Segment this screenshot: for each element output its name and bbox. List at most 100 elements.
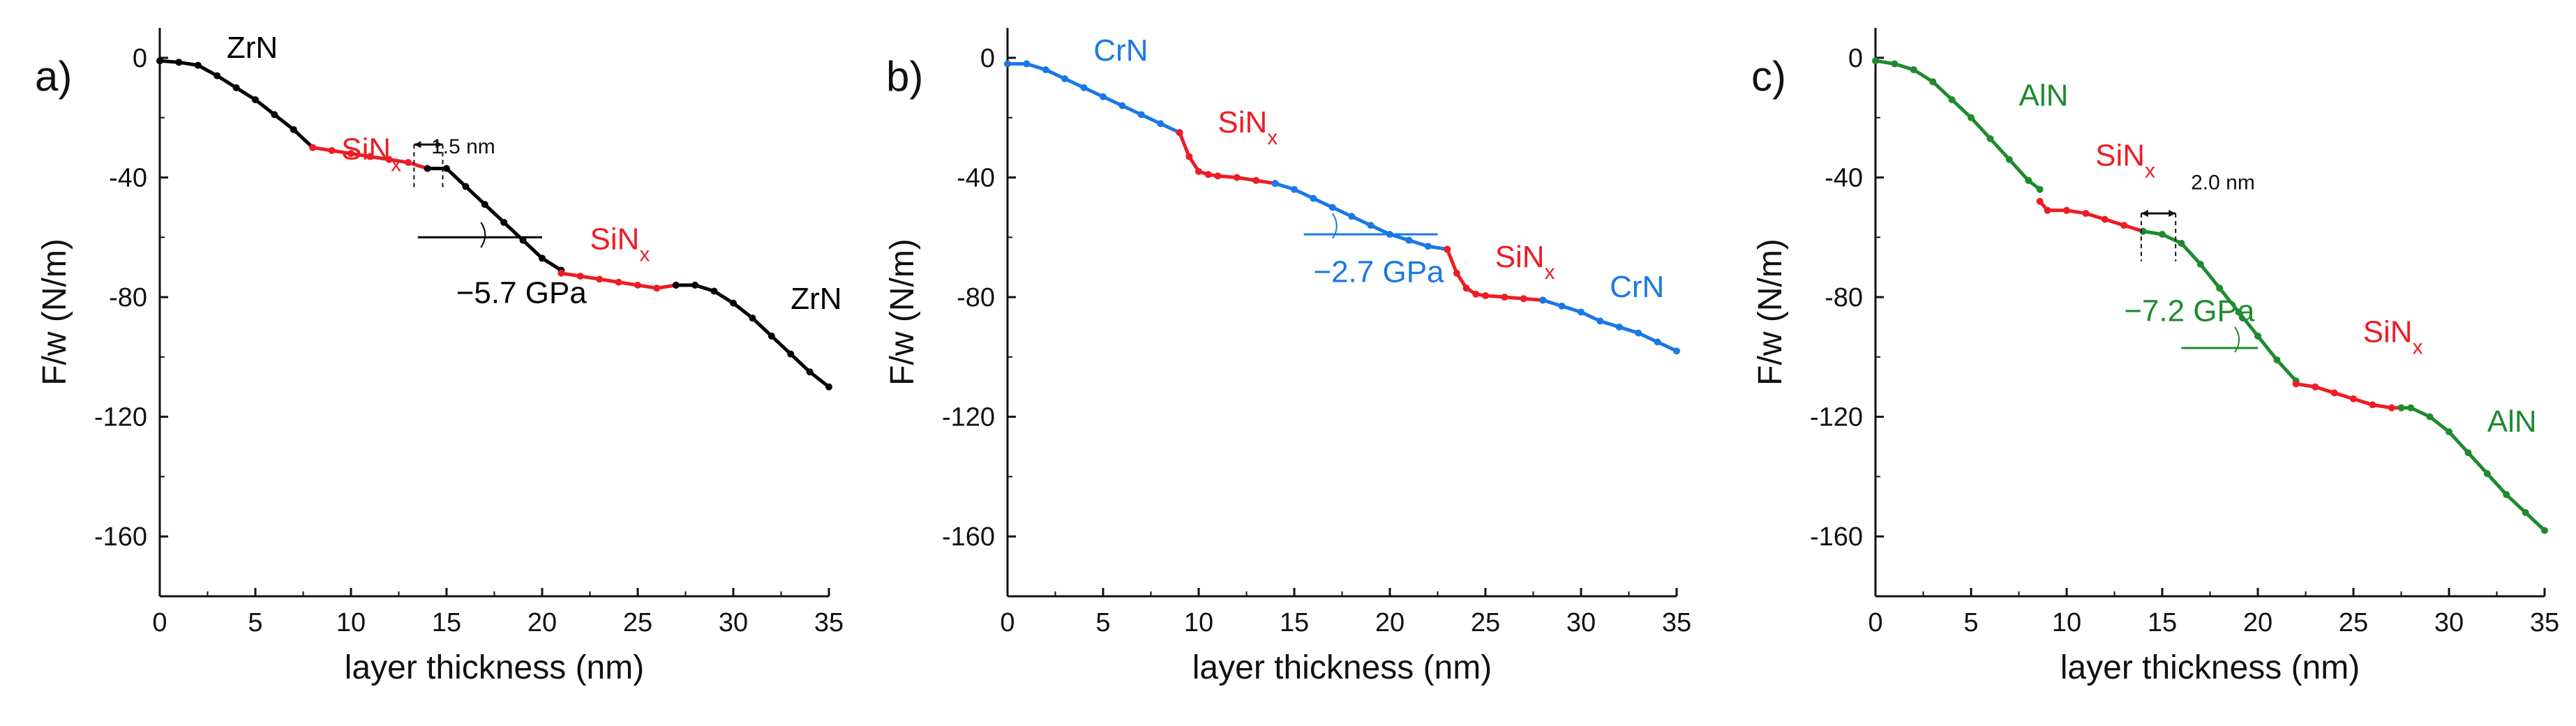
annotation-label: SiNx xyxy=(2095,138,2155,182)
data-point xyxy=(1482,292,1489,299)
data-point xyxy=(2312,383,2319,391)
annotation-label: CrN xyxy=(1093,33,1148,68)
data-point xyxy=(2036,197,2044,205)
data-point xyxy=(1501,294,1508,301)
data-point xyxy=(1195,167,1202,175)
data-point xyxy=(2036,186,2044,193)
data-point xyxy=(1578,308,1585,316)
data-point xyxy=(1042,66,1049,74)
data-point xyxy=(214,72,221,80)
x-tick-label: 5 xyxy=(1963,608,1978,637)
y-tick-label: -40 xyxy=(957,163,995,192)
annotation-label: AlN xyxy=(2019,79,2069,113)
thickness-bracket xyxy=(413,141,444,190)
y-tick-label: 0 xyxy=(133,44,147,73)
data-point xyxy=(1367,222,1375,229)
data-point xyxy=(1929,78,1937,86)
data-point xyxy=(1004,60,1011,68)
data-point xyxy=(634,281,641,289)
data-point xyxy=(653,285,661,292)
data-point xyxy=(596,275,604,283)
series-line xyxy=(1875,59,2042,191)
data-point xyxy=(385,156,393,163)
x-tick-label: 30 xyxy=(1566,608,1596,637)
series-line xyxy=(427,167,562,272)
series-line xyxy=(159,59,314,149)
data-point xyxy=(767,332,775,340)
y-tick-label: -160 xyxy=(94,522,147,552)
y-tick-label: -120 xyxy=(94,403,147,432)
data-point xyxy=(462,183,470,190)
data-point xyxy=(2397,404,2405,411)
data-point xyxy=(194,61,202,69)
data-point xyxy=(615,278,622,286)
data-point xyxy=(1654,338,1661,346)
data-point xyxy=(175,59,183,66)
data-point xyxy=(1080,84,1088,91)
y-tick-label: 0 xyxy=(980,44,995,73)
data-point xyxy=(1137,111,1145,119)
series-line xyxy=(1178,132,1275,186)
y-tick-label: -80 xyxy=(957,283,995,312)
data-point xyxy=(1472,290,1480,298)
slope-arc xyxy=(2234,326,2240,353)
data-point xyxy=(328,146,336,154)
data-point xyxy=(576,273,584,280)
data-point xyxy=(1539,296,1547,304)
data-point xyxy=(1596,317,1604,325)
x-tick-label: 10 xyxy=(1184,608,1213,637)
annotation-label: 2.0 nm xyxy=(2191,172,2255,195)
y-tick-label: -120 xyxy=(942,403,995,432)
data-point xyxy=(1176,129,1183,137)
chart-panel-2: 0 5 10 15 20 25 30 35 0 -40 -80 -120 -160 layer thick… xyxy=(1751,28,2559,686)
data-point xyxy=(2446,428,2453,436)
data-point xyxy=(1348,213,1356,220)
arrow-head xyxy=(414,141,421,149)
data-point xyxy=(1635,329,1642,337)
data-point xyxy=(443,165,450,172)
data-point xyxy=(2388,404,2395,411)
data-point xyxy=(290,126,297,133)
data-point xyxy=(2025,176,2032,184)
series-sinx-3 xyxy=(2292,380,2405,411)
data-point xyxy=(1520,295,1527,303)
data-point xyxy=(1444,245,1451,253)
data-point xyxy=(1271,180,1279,188)
data-point xyxy=(1453,269,1460,277)
x-tick-label: 20 xyxy=(1375,608,1405,637)
y-tick-label: -40 xyxy=(1825,163,1863,192)
data-point xyxy=(1405,236,1413,244)
x-axis-title: layer thickness (nm) xyxy=(2060,649,2360,686)
arrow-head xyxy=(2141,209,2148,217)
y-axis-title: F/w (N/m) xyxy=(1752,239,1789,386)
y-tick-label: -160 xyxy=(1810,522,1863,552)
data-point xyxy=(2483,470,2491,478)
x-tick-label: 25 xyxy=(1471,608,1500,637)
data-point xyxy=(1023,60,1031,68)
data-point xyxy=(1310,195,1317,202)
thickness-bracket xyxy=(2140,209,2177,262)
data-point xyxy=(730,299,737,307)
data-point xyxy=(2273,356,2281,364)
x-tick-label: 10 xyxy=(2052,608,2081,637)
y-tick-label: -40 xyxy=(109,163,147,192)
series-line xyxy=(2038,200,2144,234)
x-tick-label: 35 xyxy=(814,608,844,637)
annotation-label: −7.2 GPa xyxy=(2124,294,2255,328)
data-point xyxy=(271,111,278,119)
data-point xyxy=(1214,172,1222,180)
y-axis-title: F/w (N/m) xyxy=(884,239,921,386)
x-tick-label: 15 xyxy=(1280,608,1309,637)
data-point xyxy=(2369,401,2376,409)
data-point xyxy=(2216,285,2224,292)
series-crn-0 xyxy=(1004,60,1183,137)
annotation-label: −5.7 GPa xyxy=(456,276,587,310)
series-zrn-0 xyxy=(156,57,317,151)
data-point xyxy=(2330,389,2338,397)
data-point xyxy=(1061,75,1069,82)
annotation-label: SiNx xyxy=(590,222,650,266)
x-tick-label: 0 xyxy=(152,608,167,637)
arrow-head xyxy=(435,141,443,149)
x-axis-title: layer thickness (nm) xyxy=(345,649,644,686)
data-point xyxy=(1157,120,1165,128)
